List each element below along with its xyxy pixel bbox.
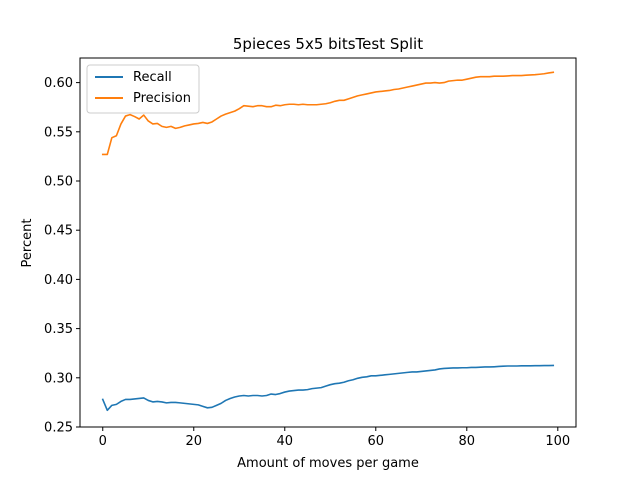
series-line-recall [101,364,555,412]
y-tick-label: 0.60 [44,76,73,91]
y-tick-label: 0.30 [44,371,73,386]
x-tick-label: 40 [276,434,293,449]
x-tick-label: 20 [185,434,202,449]
x-axis-label: Amount of moves per game [237,456,419,471]
x-axis-ticks: 0 20 40 60 80 100 [99,427,570,449]
y-tick-label: 0.35 [44,322,73,337]
x-tick-label: 100 [545,434,570,449]
y-tick-label: 0.55 [44,125,73,140]
x-tick-label: 80 [459,434,476,449]
x-tick-label: 60 [368,434,385,449]
series-layer [101,71,555,412]
y-axis-ticks: 0.25 0.30 0.35 0.40 0.45 0.50 0.55 0.60 [44,76,80,436]
chart-title: 5pieces 5x5 bitsTest Split [233,35,423,53]
y-tick-label: 0.25 [44,421,73,436]
legend-label-precision: Precision [133,91,191,106]
series-line-precision [101,71,555,156]
y-tick-label: 0.50 [44,175,73,190]
y-tick-label: 0.40 [44,273,73,288]
x-tick-label: 0 [99,434,107,449]
legend-label-recall: Recall [133,70,172,85]
legend: Recall Precision [86,64,200,114]
y-axis-label: Percent [20,219,35,268]
plot-frame [79,57,577,428]
y-tick-label: 0.45 [44,224,73,239]
